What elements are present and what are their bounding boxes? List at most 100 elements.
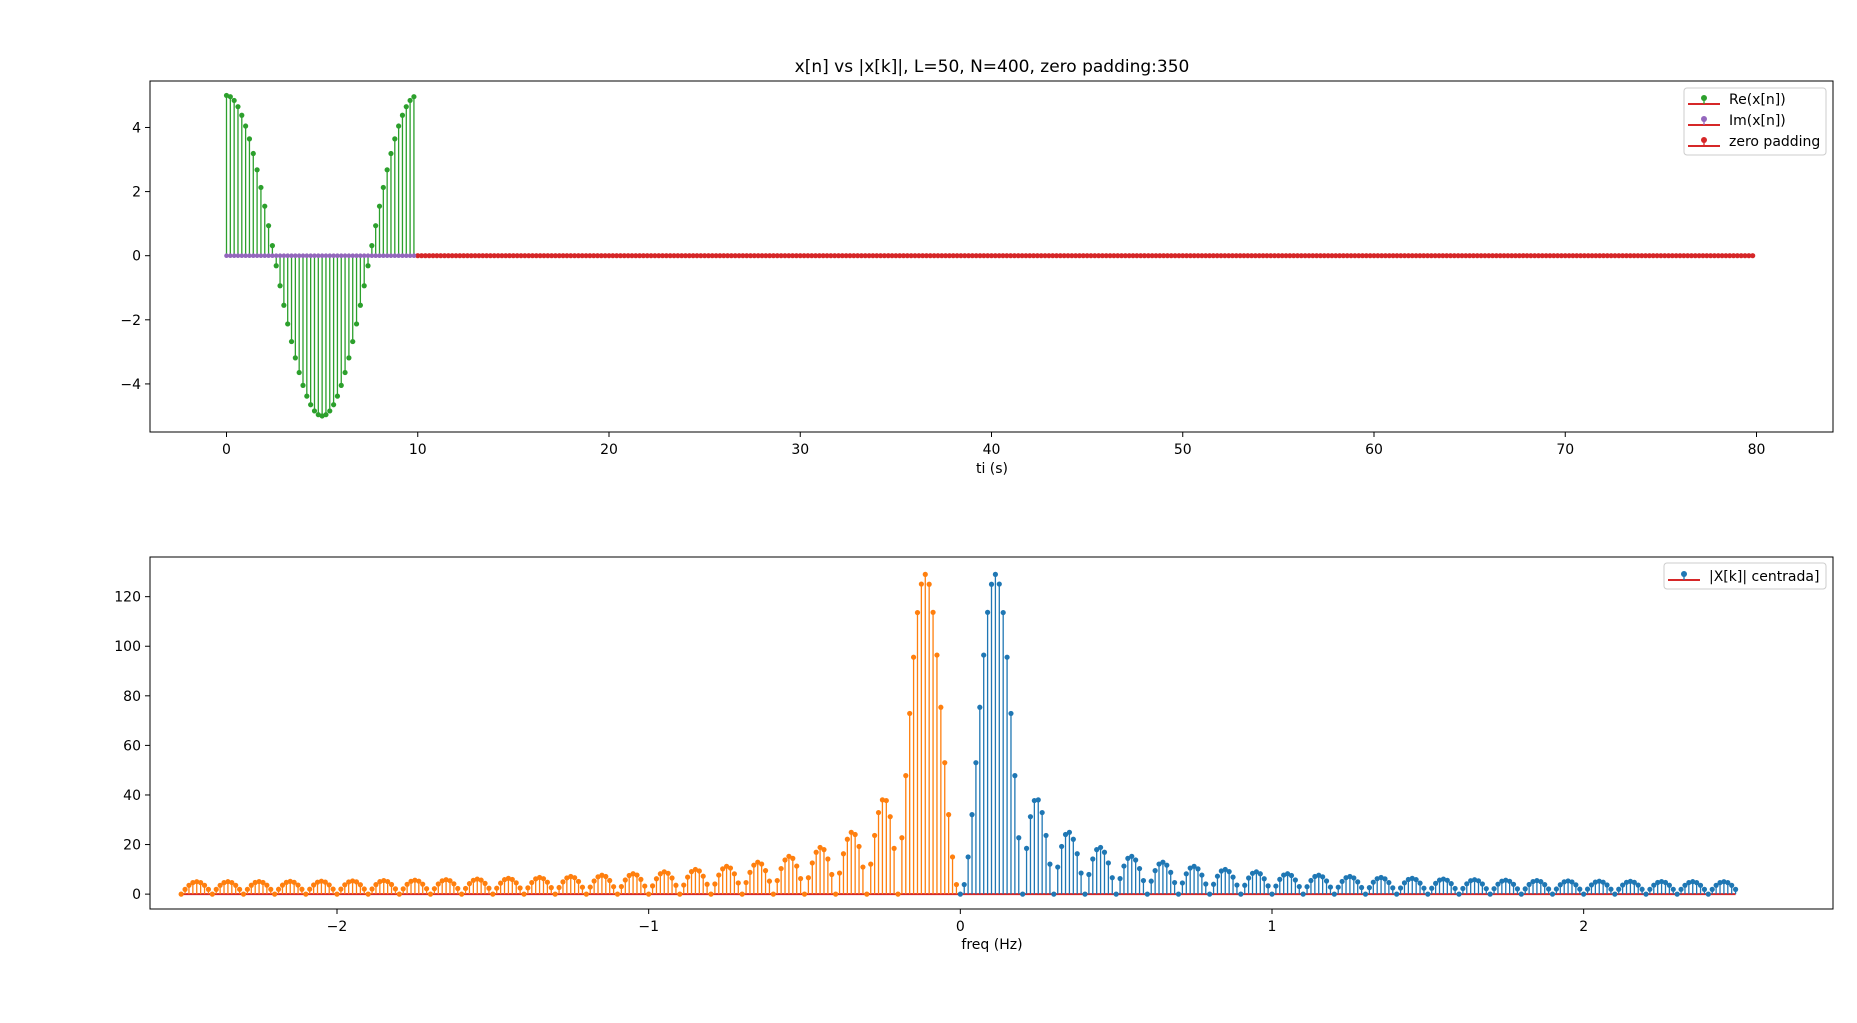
legend-zp-label: zero padding: [1729, 134, 1820, 150]
im-point: [231, 253, 237, 258]
re-point: [292, 355, 298, 361]
spectrum-point: [813, 849, 819, 855]
spectrum-point: [462, 885, 469, 892]
spectrum-point: [1351, 875, 1357, 881]
y-tick-label: 100: [114, 639, 141, 655]
spectrum-point: [766, 878, 773, 884]
spectrum-point: [1682, 882, 1688, 888]
im-point: [235, 253, 241, 258]
spectrum-point: [1596, 878, 1602, 884]
spectrum-point: [198, 880, 204, 886]
spectrum-point: [681, 882, 687, 888]
spectrum-point: [1503, 877, 1509, 883]
spectrum-point: [1195, 866, 1201, 872]
spectrum-point: [513, 880, 519, 886]
spectrum-point: [1121, 863, 1127, 869]
spectrum-point: [646, 891, 652, 897]
spectrum-point: [903, 773, 909, 779]
re-point: [254, 167, 260, 173]
spectrum-point: [396, 891, 402, 897]
spectrum-point: [657, 871, 663, 877]
im-point: [342, 253, 348, 258]
x-tick-label: 80: [1748, 442, 1766, 458]
im-point: [296, 253, 302, 258]
spectrum-point: [178, 891, 184, 897]
spectrum-point: [852, 831, 858, 838]
spectrum-point: [552, 891, 558, 897]
spectrum-point: [1160, 859, 1166, 865]
spectrum-point: [996, 581, 1002, 587]
spectrum-stems: [178, 571, 1739, 897]
im-point: [396, 253, 401, 258]
im-point: [358, 253, 363, 258]
spectrum-point: [560, 879, 566, 885]
spectrum-point: [965, 854, 971, 860]
spectrum-point: [875, 809, 882, 816]
spectrum-point: [677, 891, 683, 897]
spectrum-point: [1261, 876, 1267, 882]
spectrum-x-label: freq (Hz): [961, 937, 1022, 953]
re-point: [243, 123, 249, 129]
y-tick-label: −2: [120, 313, 141, 329]
spectrum-point: [1035, 797, 1041, 803]
spectrum-point: [918, 581, 924, 587]
spectrum-point: [1129, 853, 1135, 859]
spectrum-point: [1023, 845, 1030, 851]
spectrum-point: [1577, 886, 1583, 892]
spectrum-point: [747, 869, 753, 875]
spectrum-point: [669, 875, 675, 881]
im-point: [258, 253, 264, 258]
spectrum-point: [494, 885, 500, 891]
spectrum-point: [1623, 879, 1630, 885]
spectrum-point: [1031, 797, 1037, 804]
spectrum-point: [634, 872, 640, 878]
spectrum-point: [240, 891, 247, 897]
re-point: [396, 123, 402, 129]
spectrum-point: [1191, 863, 1197, 869]
re-point: [380, 184, 386, 191]
spectrum-point: [1144, 891, 1150, 897]
x-tick-label: 40: [983, 442, 1001, 458]
spectrum-point: [1133, 857, 1139, 863]
spectrum-point: [540, 876, 547, 882]
spectrum-point: [1468, 878, 1474, 884]
spectrum-point: [190, 880, 196, 886]
spectrum-point: [1047, 861, 1053, 867]
spectrum-point: [817, 844, 823, 851]
spectrum-point: [404, 881, 410, 887]
spectrum-point: [1581, 891, 1587, 897]
legend-spectrum-label: |X[k]| centrada]: [1709, 569, 1819, 585]
spectrum-point: [1604, 882, 1610, 888]
re-point: [227, 94, 233, 100]
spectrum-legend: |X[k]| centrada]: [1663, 562, 1827, 590]
spectrum-point: [887, 814, 893, 820]
spectrum-point: [1355, 879, 1361, 885]
re-point: [353, 321, 360, 327]
spectrum-point: [447, 878, 453, 884]
spectrum-point: [1573, 882, 1579, 888]
spectrum-point: [572, 875, 578, 881]
x-tick-label: 20: [600, 442, 618, 458]
spectrum-point: [685, 874, 691, 880]
im-point: [250, 253, 256, 258]
im-point: [247, 253, 252, 258]
spectrum-point: [291, 879, 297, 885]
x-tick-label: 60: [1365, 442, 1383, 458]
spectrum-point: [708, 891, 714, 897]
spectrum-point: [1199, 872, 1205, 878]
spectrum-point: [1292, 877, 1298, 883]
spectrum-point: [1658, 878, 1665, 885]
spectrum-point: [642, 883, 648, 889]
re-point: [311, 408, 318, 414]
spectrum-point: [1643, 891, 1649, 897]
legend-spectrum-marker: [1681, 571, 1687, 577]
spectrum-point: [833, 891, 839, 897]
spectrum-point: [361, 886, 367, 892]
spectrum-point: [1725, 880, 1731, 886]
spectrum-point: [334, 891, 340, 897]
re-point: [265, 223, 272, 229]
spectrum-point: [1588, 882, 1595, 888]
spectrum-point: [1323, 878, 1330, 884]
spectrum-point: [591, 878, 597, 884]
spectrum-point: [1499, 878, 1505, 884]
